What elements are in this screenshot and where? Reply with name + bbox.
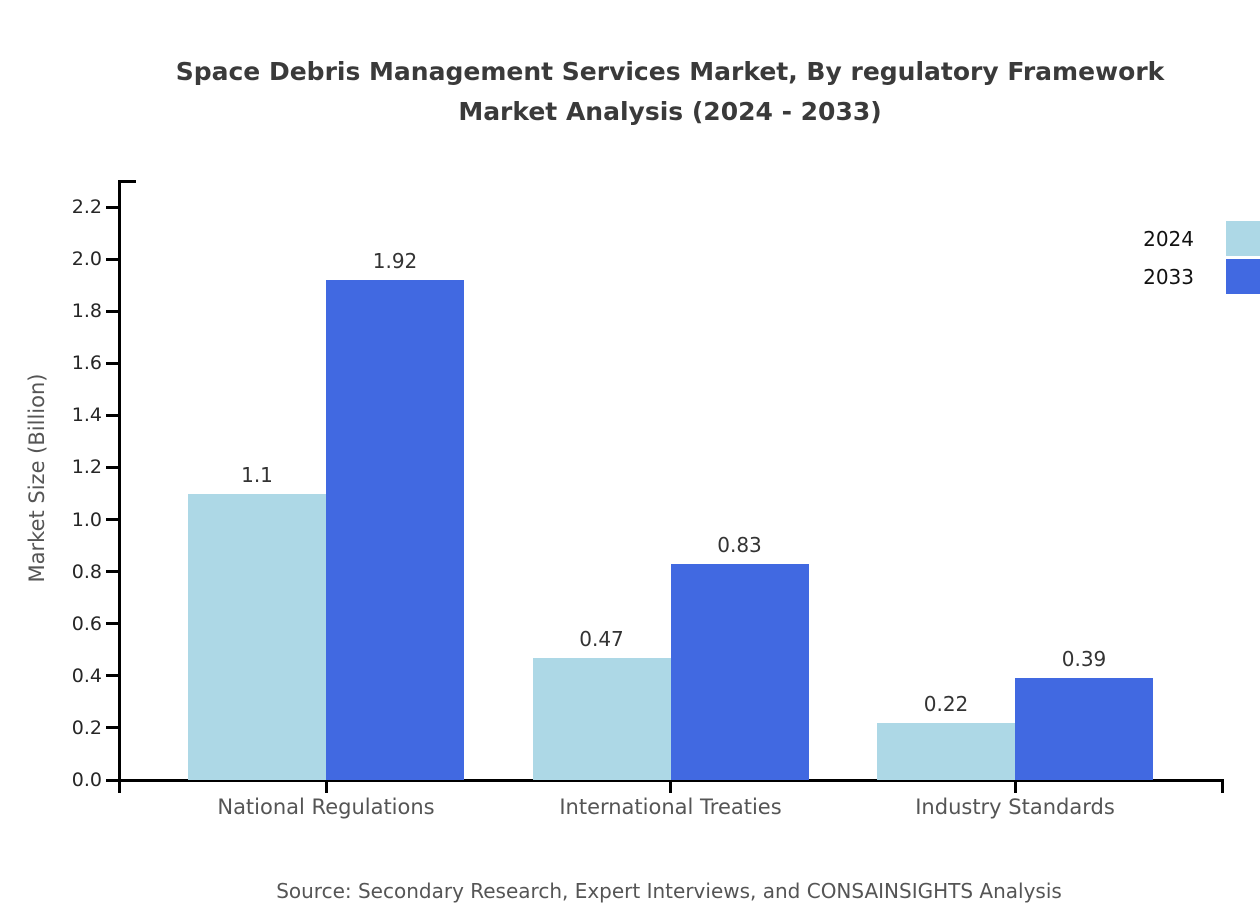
y-tick [106, 413, 118, 417]
y-tick-label: 2.2 [71, 196, 102, 218]
y-axis-spine [118, 180, 121, 782]
legend: 2024 2033 [1143, 221, 1260, 294]
y-tick-label: 1.8 [71, 300, 102, 323]
legend-swatch [1226, 221, 1260, 256]
x-tick [1013, 782, 1017, 793]
x-tick [1221, 782, 1224, 793]
chart-title-line1: Space Debris Management Services Market,… [175, 57, 1165, 86]
bar-value-label: 1.92 [372, 248, 418, 273]
y-tick [106, 726, 118, 730]
bar-value-label: 1.1 [241, 462, 273, 487]
bar-2033-0 [326, 279, 464, 780]
y-tick [106, 257, 118, 261]
x-tick [324, 782, 328, 793]
chart-title: Space Debris Management Services Market,… [176, 52, 1165, 132]
x-tick [669, 782, 672, 793]
y-tick-label: 1.6 [71, 352, 102, 375]
x-axis-spine [118, 779, 1224, 782]
bar-value-label: 0.22 [923, 691, 969, 716]
legend-item-2024: 2024 [1143, 221, 1260, 256]
y-tick [106, 205, 118, 209]
legend-swatch [1226, 259, 1260, 294]
y-tick-label: 0.8 [71, 560, 102, 583]
bar-2024-1 [532, 657, 671, 780]
y-tick-label: 1.0 [71, 508, 102, 531]
y-tick-label: 0.6 [71, 612, 102, 635]
y-tick [106, 309, 118, 313]
bar-value-label: 0.83 [717, 532, 762, 557]
y-tick [106, 361, 118, 365]
y-tick-label: 1.2 [71, 456, 102, 479]
category-label: Industry Standards [915, 795, 1115, 819]
y-tick-label: 0.2 [71, 716, 102, 739]
bar-value-label: 0.47 [579, 626, 624, 651]
y-tick-label: 2.0 [71, 248, 102, 271]
legend-label: 2033 [1143, 264, 1194, 289]
y-tick [106, 674, 118, 678]
bar-value-label: 0.39 [1061, 647, 1107, 672]
category-label: International Treaties [559, 795, 782, 819]
y-tick-label: 0.4 [71, 664, 102, 687]
bar-2024-0 [188, 493, 326, 780]
y-tick-label: 0.0 [71, 769, 102, 791]
y-tick [106, 570, 118, 574]
legend-item-2033: 2033 [1143, 259, 1260, 294]
y-tick [106, 622, 118, 626]
y-axis-top-cap [118, 180, 136, 183]
legend-label: 2024 [1143, 226, 1194, 251]
chart-title-line2: Market Analysis (2024 - 2033) [458, 97, 882, 126]
bar-2033-2 [1015, 678, 1153, 780]
category-label: National Regulations [217, 795, 435, 819]
y-tick [106, 518, 118, 522]
x-tick [118, 782, 121, 793]
bar-2024-2 [877, 722, 1015, 780]
y-tick [106, 465, 118, 469]
bar-2033-1 [670, 563, 809, 780]
source-note: Source: Secondary Research, Expert Inter… [276, 879, 1062, 903]
y-tick [106, 778, 118, 782]
y-tick-label: 1.4 [71, 404, 102, 427]
